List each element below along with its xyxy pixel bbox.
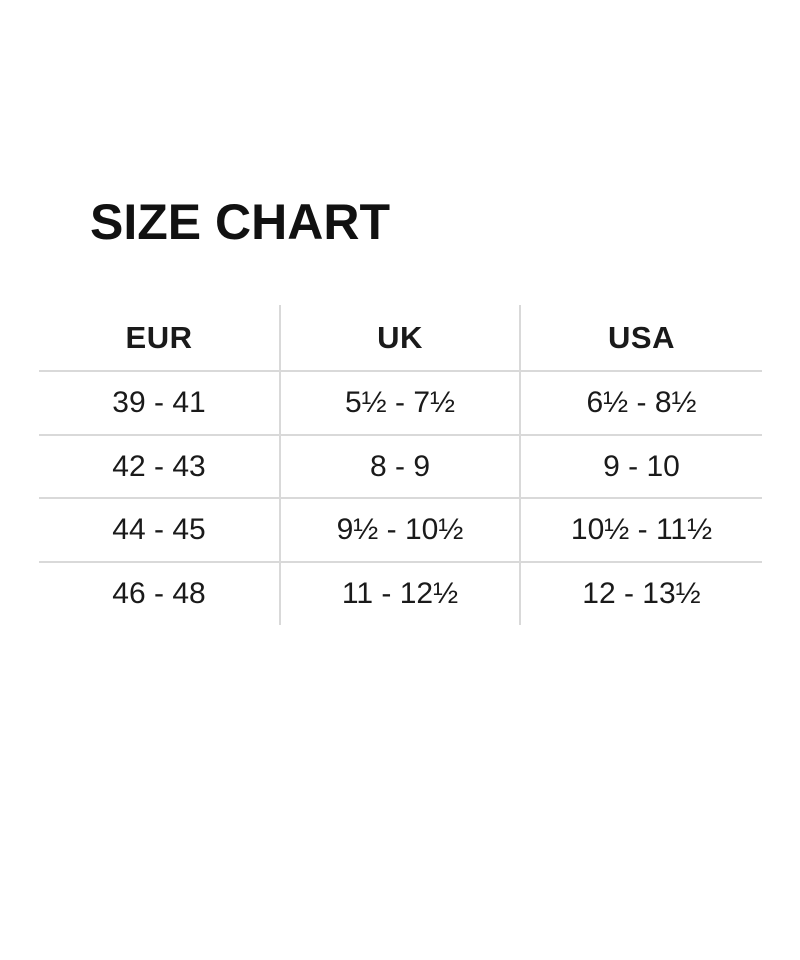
column-header-usa: USA bbox=[519, 305, 762, 372]
size-cell-row1-uk: 5½ - 7½ bbox=[279, 372, 519, 436]
size-cell-row3-usa: 10½ - 11½ bbox=[519, 499, 762, 563]
page-title: SIZE CHART bbox=[90, 194, 390, 250]
size-cell-row1-usa: 6½ - 8½ bbox=[519, 372, 762, 436]
size-cell-row2-usa: 9 - 10 bbox=[519, 436, 762, 499]
size-cell-row4-uk: 11 - 12½ bbox=[279, 563, 519, 625]
column-header-uk: UK bbox=[279, 305, 519, 372]
size-cell-row1-eur: 39 - 41 bbox=[39, 372, 279, 436]
size-cell-row2-uk: 8 - 9 bbox=[279, 436, 519, 499]
size-chart-table: EUR UK USA 39 - 41 5½ - 7½ 6½ - 8½ 42 - … bbox=[39, 305, 762, 625]
size-cell-row4-usa: 12 - 13½ bbox=[519, 563, 762, 625]
size-cell-row4-eur: 46 - 48 bbox=[112, 577, 206, 610]
size-cell-row3-eur: 44 - 45 bbox=[39, 499, 279, 563]
size-cell-row3-uk: 9½ - 10½ bbox=[279, 499, 519, 563]
column-header-eur: EUR bbox=[39, 305, 279, 372]
size-cell-row2-eur: 42 - 43 bbox=[39, 436, 279, 499]
